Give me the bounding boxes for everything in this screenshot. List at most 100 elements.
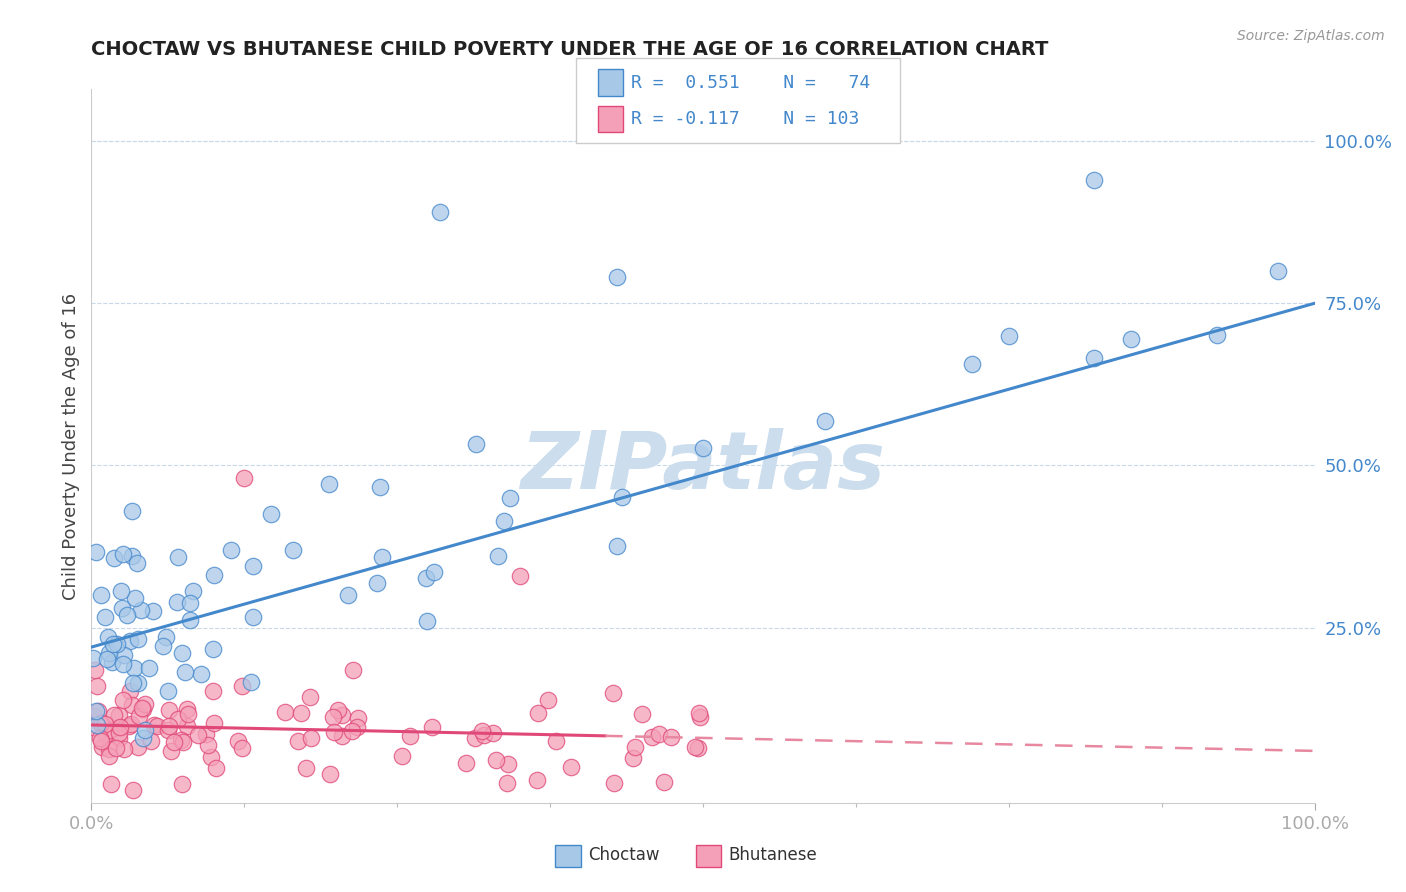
Point [103, 708, 125, 723]
Text: Choctaw: Choctaw [588, 846, 659, 864]
Point [494, 514, 516, 528]
Text: R = -0.117    N = 103: R = -0.117 N = 103 [631, 110, 859, 128]
Point [166, 595, 188, 609]
Point [167, 712, 190, 726]
Point [190, 667, 212, 681]
Point [346, 711, 368, 725]
Point [111, 601, 134, 615]
Text: Bhutanese: Bhutanese [728, 846, 817, 864]
Point [163, 735, 186, 749]
Point [176, 702, 198, 716]
Point [121, 504, 143, 518]
Point [118, 684, 141, 698]
Point [422, 720, 444, 734]
Point [485, 753, 508, 767]
Point [326, 703, 349, 717]
Point [423, 566, 446, 580]
Point [299, 690, 322, 704]
Point [176, 719, 198, 733]
Point [170, 733, 193, 747]
Point [108, 726, 131, 740]
Point [537, 693, 560, 707]
Point [124, 591, 146, 605]
Point [652, 774, 675, 789]
Point [120, 634, 142, 648]
Point [127, 676, 149, 690]
Point [122, 661, 145, 675]
Point [429, 205, 451, 219]
Point [399, 729, 422, 743]
Point [526, 706, 548, 721]
Point [98, 646, 121, 660]
Point [83, 663, 105, 677]
Point [465, 437, 488, 451]
Point [173, 665, 195, 679]
Point [139, 734, 162, 748]
Point [526, 772, 548, 787]
Point [157, 719, 180, 733]
Point [86, 717, 108, 731]
Point [176, 707, 198, 722]
Point [370, 480, 392, 494]
Point [111, 693, 134, 707]
Point [1083, 173, 1105, 187]
Point [90, 733, 112, 747]
Point [1205, 328, 1227, 343]
Point [84, 704, 107, 718]
Point [96, 727, 118, 741]
Point [132, 702, 155, 716]
Point [688, 706, 710, 721]
Point [170, 777, 193, 791]
Point [107, 707, 129, 722]
Point [624, 739, 647, 754]
Point [814, 414, 837, 428]
Point [346, 720, 368, 734]
Point [1083, 351, 1105, 365]
Point [143, 718, 166, 732]
Point [482, 726, 505, 740]
Point [129, 603, 152, 617]
Point [202, 716, 225, 731]
Point [108, 731, 131, 746]
Point [318, 766, 340, 780]
Point [87, 704, 110, 718]
Point [340, 724, 363, 739]
Point [499, 491, 522, 505]
Point [474, 728, 496, 742]
Point [464, 731, 486, 745]
Point [159, 744, 181, 758]
Point [90, 588, 112, 602]
Point [471, 724, 494, 739]
Point [111, 547, 134, 561]
Point [287, 734, 309, 748]
Point [172, 734, 194, 748]
Point [242, 610, 264, 624]
Text: R =  0.551    N =   74: R = 0.551 N = 74 [631, 73, 870, 92]
Point [641, 730, 664, 744]
Point [260, 507, 283, 521]
Point [689, 710, 711, 724]
Point [127, 740, 149, 755]
Point [683, 740, 706, 755]
Point [202, 684, 225, 698]
Point [128, 709, 150, 723]
Point [391, 749, 413, 764]
Point [960, 358, 983, 372]
Point [121, 782, 143, 797]
Point [415, 614, 437, 628]
Point [606, 270, 628, 285]
Text: Source: ZipAtlas.com: Source: ZipAtlas.com [1237, 29, 1385, 43]
Point [602, 686, 624, 700]
Point [181, 583, 204, 598]
Point [202, 641, 225, 656]
Point [121, 698, 143, 712]
Point [101, 656, 124, 670]
Point [603, 775, 626, 789]
Point [998, 329, 1021, 343]
Point [157, 703, 180, 717]
Point [167, 549, 190, 564]
Point [239, 674, 262, 689]
Point [631, 706, 654, 721]
Point [112, 742, 135, 756]
Point [330, 707, 353, 722]
